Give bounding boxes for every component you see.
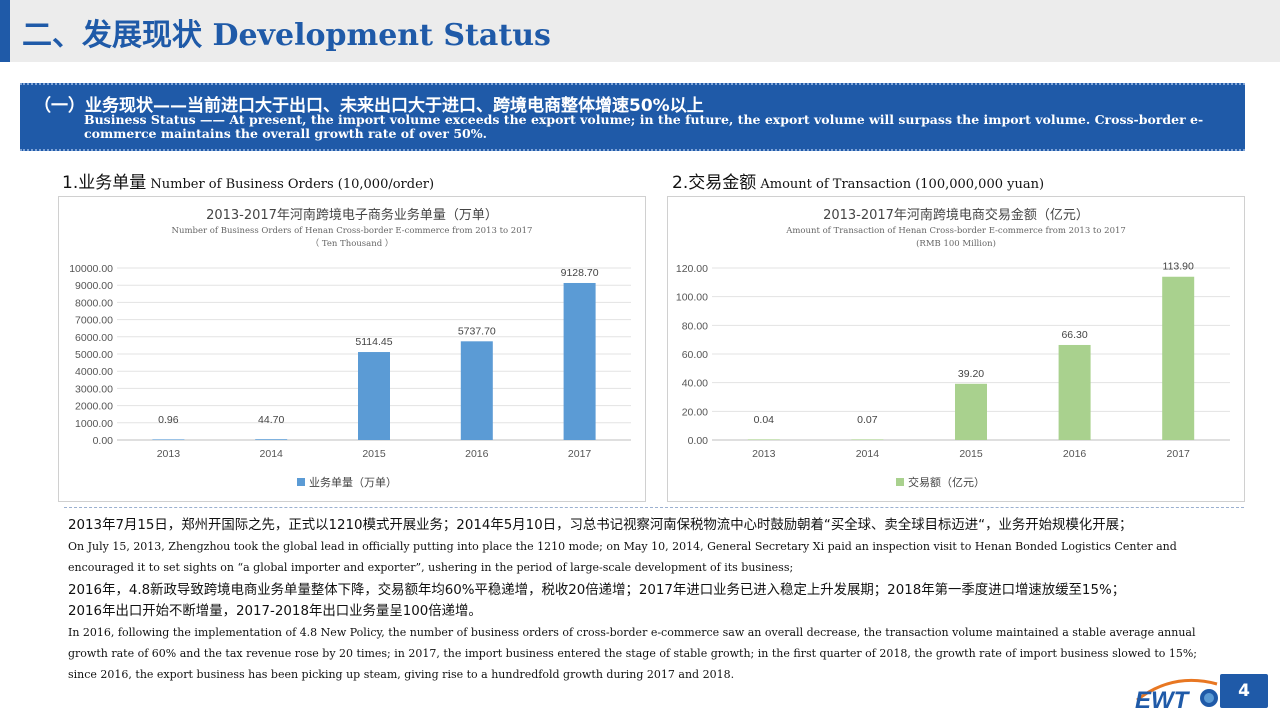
y-tick-label: 0.00 <box>93 435 114 447</box>
y-tick-label: 10000.00 <box>69 263 113 275</box>
p2-cn-line-2: 2016年出口开始不断增量，2017-2018年出口业务量呈100倍递增。 <box>68 604 482 619</box>
data-label: 39.20 <box>958 368 984 380</box>
section-title-en: Business Status —— At present, the impor… <box>84 112 1204 141</box>
y-tick-label: 60.00 <box>682 349 708 361</box>
chart-heading-transaction: 2.交易金额 Amount of Transaction (100,000,00… <box>672 168 1044 193</box>
transaction-chart: 2013-2017年河南跨境电商交易金额（亿元） Amount of Transa… <box>667 196 1245 502</box>
x-tick-label: 2013 <box>157 448 181 460</box>
title-bar: 二、发展现状 Development Status <box>0 0 1280 62</box>
bar-2017 <box>1162 276 1195 440</box>
ewto-logo: EWT <box>1135 678 1218 714</box>
y-tick-label: 3000.00 <box>75 383 113 395</box>
p2-cn-line-1: 2016年，4.8新政导致跨境电商业务单量整体下降，交易额年均60%平稳递增，税… <box>68 583 1126 598</box>
y-tick-label: 2000.00 <box>75 401 113 413</box>
p2-en-line-2: growth rate of 60% and the tax revenue r… <box>68 647 1198 660</box>
legend-label: 业务单量（万单） <box>309 476 397 489</box>
bar-2017 <box>563 282 596 440</box>
chart-heading-orders-cn: 1.业务单量 <box>62 173 147 193</box>
x-tick-label: 2015 <box>959 448 983 460</box>
chart-heading-transaction-en: Amount of Transaction (100,000,000 yuan) <box>756 177 1045 192</box>
svg-text:EWT: EWT <box>1135 687 1191 714</box>
data-label: 0.04 <box>754 414 775 426</box>
x-tick-label: 2016 <box>1063 448 1087 460</box>
body-paragraph-2: 2016年，4.8新政导致跨境电商业务单量整体下降，交易额年均60%平稳递增，税… <box>68 580 1238 685</box>
bar-2015 <box>955 383 987 440</box>
legend-swatch <box>896 478 904 486</box>
data-label: 5737.70 <box>458 325 496 337</box>
chart-subtitle: Number of Business Orders of Henan Cross… <box>172 226 533 236</box>
data-label: 5114.45 <box>355 336 392 348</box>
p1-en-line-1: On July 15, 2013, Zhengzhou took the glo… <box>68 540 1177 553</box>
bar-2013 <box>152 439 185 440</box>
data-label: 9128.70 <box>561 267 599 279</box>
p1-cn: 2013年7月15日，郑州开国际之先，正式以1210模式开展业务；2014年5月… <box>68 518 1133 533</box>
bar-2016 <box>1058 344 1091 440</box>
chart-svg: 2013-2017年河南跨境电子商务业务单量（万单） Number of Busi… <box>69 207 631 489</box>
chart-title: 2013-2017年河南跨境电子商务业务单量（万单） <box>206 207 498 223</box>
x-tick-label: 2017 <box>568 448 592 460</box>
section-banner: （一）业务现状——当前进口大于出口、未来出口大于进口、跨境电商整体增速50%以上… <box>20 83 1245 151</box>
y-tick-label: 40.00 <box>682 378 708 390</box>
x-tick-label: 2014 <box>856 448 880 460</box>
bar-2014 <box>255 439 288 440</box>
p2-en-line-1: In 2016, following the implementation of… <box>68 626 1196 639</box>
chart-heading-transaction-cn: 2.交易金额 <box>672 173 757 193</box>
y-tick-label: 20.00 <box>682 406 708 418</box>
y-tick-label: 8000.00 <box>75 297 113 309</box>
p1-en-line-2: encouraged it to set sights on “a global… <box>68 561 794 574</box>
y-tick-label: 1000.00 <box>75 418 113 430</box>
body-paragraph-1: 2013年7月15日，郑州开国际之先，正式以1210模式开展业务；2014年5月… <box>68 515 1238 578</box>
y-tick-label: 100.00 <box>676 292 708 304</box>
x-tick-label: 2015 <box>362 448 386 460</box>
y-tick-label: 6000.00 <box>75 332 113 344</box>
chart-heading-orders-en: Number of Business Orders (10,000/order) <box>146 177 435 192</box>
bar-2014 <box>851 439 884 440</box>
y-tick-label: 9000.00 <box>75 280 113 292</box>
y-tick-label: 4000.00 <box>75 366 113 378</box>
y-tick-label: 7000.00 <box>75 315 113 327</box>
x-tick-label: 2016 <box>465 448 489 460</box>
x-tick-label: 2017 <box>1167 448 1191 460</box>
bar-2015 <box>358 352 390 440</box>
y-tick-label: 5000.00 <box>75 349 113 361</box>
bar-2013 <box>747 439 780 440</box>
page-number: 4 <box>1220 674 1268 708</box>
title-accent <box>0 0 10 62</box>
legend-label: 交易额（亿元） <box>908 475 985 489</box>
legend-swatch <box>297 478 305 486</box>
page-title: 二、发展现状 Development Status <box>22 18 551 53</box>
chart-subtitle-unit: (RMB 100 Million) <box>916 238 996 249</box>
p2-en-line-3: since 2016, the export business has been… <box>68 668 735 681</box>
data-label: 113.90 <box>1163 261 1194 273</box>
x-tick-label: 2014 <box>260 448 284 460</box>
y-tick-label: 0.00 <box>688 435 709 447</box>
data-label: 0.07 <box>857 414 878 426</box>
data-label: 66.30 <box>1061 329 1087 341</box>
chart-subtitle: Amount of Transaction of Henan Cross-bor… <box>785 226 1126 236</box>
data-label: 44.70 <box>258 414 284 426</box>
orders-chart: 2013-2017年河南跨境电子商务业务单量（万单） Number of Busi… <box>58 196 646 502</box>
chart-heading-orders: 1.业务单量 Number of Business Orders (10,000… <box>62 168 434 193</box>
chart-svg: 2013-2017年河南跨境电商交易金额（亿元） Amount of Transa… <box>676 207 1230 489</box>
x-tick-label: 2013 <box>752 448 776 460</box>
section-title-cn: （一）业务现状——当前进口大于出口、未来出口大于进口、跨境电商整体增速50%以上 <box>34 96 704 116</box>
chart-subtitle-unit: （ Ten Thousand ） <box>311 238 394 249</box>
bar-2016 <box>460 341 493 440</box>
y-tick-label: 80.00 <box>682 320 708 332</box>
chart-title: 2013-2017年河南跨境电商交易金额（亿元） <box>823 207 1089 223</box>
y-tick-label: 120.00 <box>676 263 708 275</box>
data-label: 0.96 <box>158 414 179 426</box>
divider <box>64 507 1244 508</box>
